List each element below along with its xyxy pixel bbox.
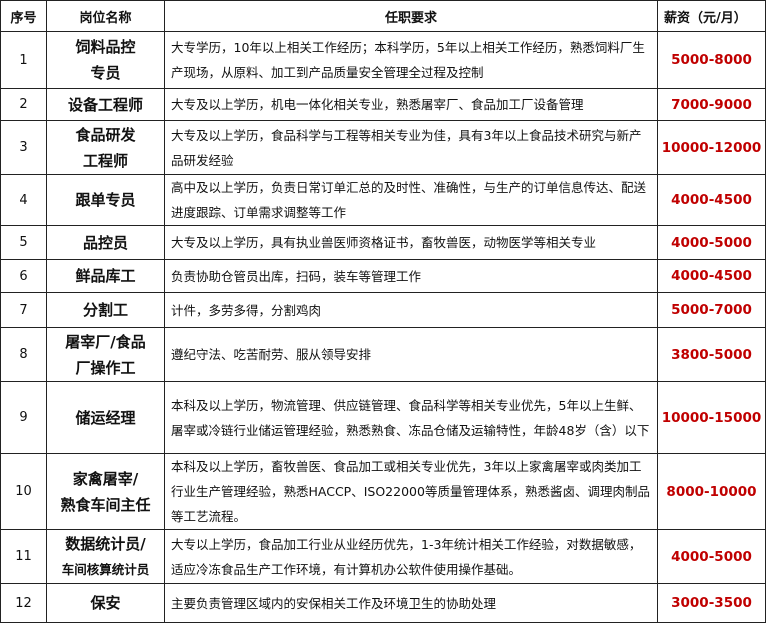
- row-number: 11: [0, 529, 47, 584]
- job-title-line: 工程师: [82, 151, 128, 170]
- job-title-line: 保安: [90, 594, 121, 612]
- row-number: 2: [0, 88, 47, 121]
- job-requirement: 负责协助仓管员出库，扫码，装车等管理工作: [164, 259, 658, 293]
- job-title: 储运经理: [46, 381, 165, 454]
- salary-range: 3800-5000: [657, 327, 766, 382]
- row-number: 10: [0, 453, 47, 530]
- job-title-line: 跟单专员: [75, 191, 136, 209]
- job-title-line: 饲料品控: [75, 38, 136, 56]
- job-requirement: 大专及以上学历，机电一体化相关专业，熟悉屠宰厂、食品加工厂设备管理: [164, 88, 658, 121]
- job-title-line: 家禽屠宰/: [72, 469, 139, 488]
- table-row: 7 分割工 计件，多劳多得，分割鸡肉 5000-7000: [0, 292, 766, 328]
- job-requirement: 大专学历，10年以上相关工作经历；本科学历，5年以上相关工作经历，熟悉饲料厂生产…: [164, 31, 658, 89]
- job-title-line: 设备工程师: [67, 95, 143, 114]
- job-title: 饲料品控 专员: [46, 31, 165, 89]
- table-row: 8 屠宰厂/食品 厂操作工 遵纪守法、吃苦耐劳、服从领导安排 3800-5000: [0, 327, 766, 382]
- table-row: 9 储运经理 本科及以上学历，物流管理、供应链管理、食品科学等相关专业优先，5年以上…: [0, 381, 766, 454]
- job-title-line: 储运经理: [75, 408, 136, 427]
- header-salary: 薪资（元/月）: [657, 0, 766, 32]
- job-title-line: 专员: [90, 64, 121, 82]
- job-requirement: 高中及以上学历，负责日常订单汇总的及时性、准确性，与生产的订单信息传达、配送进度…: [164, 174, 658, 226]
- job-requirement: 大专以上学历，食品加工行业从业经历优先，1-3年统计相关工作经验，对数据敏感，适…: [164, 529, 658, 584]
- table-row: 6 鲜品库工 负责协助仓管员出库，扫码，装车等管理工作 4000-4500: [0, 259, 766, 293]
- job-title: 屠宰厂/食品 厂操作工: [46, 327, 165, 382]
- table-row: 11 数据统计员/车间核算统计员 大专以上学历，食品加工行业从业经历优先，1-3年统…: [0, 529, 766, 584]
- job-requirement: 遵纪守法、吃苦耐劳、服从领导安排: [164, 327, 658, 382]
- table-row: 4 跟单专员 高中及以上学历，负责日常订单汇总的及时性、准确性，与生产的订单信息传达…: [0, 174, 766, 226]
- job-title-line: 车间核算统计员: [61, 561, 150, 577]
- salary-range: 4000-5000: [657, 529, 766, 584]
- job-title: 分割工: [46, 292, 165, 328]
- salary-range: 4000-4500: [657, 259, 766, 293]
- row-number: 8: [0, 327, 47, 382]
- job-title-line: 分割工: [82, 301, 128, 319]
- job-title-line: 熟食车间主任: [60, 495, 151, 514]
- header-title: 岗位名称: [46, 0, 165, 32]
- row-number: 6: [0, 259, 47, 293]
- job-title: 食品研发 工程师: [46, 120, 165, 175]
- header-row: 序号 岗位名称 任职要求 薪资（元/月）: [0, 0, 766, 32]
- salary-range: 8000-10000: [657, 453, 766, 530]
- row-number: 1: [0, 31, 47, 89]
- row-number: 3: [0, 120, 47, 175]
- job-title-line: 厂操作工: [75, 358, 136, 377]
- job-title: 数据统计员/车间核算统计员: [46, 529, 165, 584]
- job-requirement: 本科及以上学历，物流管理、供应链管理、食品科学等相关专业优先，5年以上生鲜、屠宰…: [164, 381, 658, 454]
- table-row: 2 设备工程师 大专及以上学历，机电一体化相关专业，熟悉屠宰厂、食品加工厂设备管理 7…: [0, 88, 766, 121]
- job-requirement: 本科及以上学历，畜牧兽医、食品加工或相关专业优先，3年以上家禽屠宰或肉类加工行业…: [164, 453, 658, 530]
- job-requirement: 计件，多劳多得，分割鸡肉: [164, 292, 658, 328]
- table-row: 1 饲料品控 专员 大专学历，10年以上相关工作经历；本科学历，5年以上相关工作经历，…: [0, 31, 766, 89]
- salary-range: 7000-9000: [657, 88, 766, 121]
- row-number: 4: [0, 174, 47, 226]
- job-title-line: 食品研发: [75, 125, 136, 144]
- job-requirement: 大专及以上学历，食品科学与工程等相关专业为佳，具有3年以上食品技术研究与新产品研…: [164, 120, 658, 175]
- job-requirement: 大专及以上学历，具有执业兽医师资格证书，畜牧兽医，动物医学等相关专业: [164, 225, 658, 260]
- job-title-line: 数据统计员/: [65, 534, 146, 553]
- salary-range: 4000-4500: [657, 174, 766, 226]
- job-title: 家禽屠宰/熟食车间主任: [46, 453, 165, 530]
- job-title: 设备工程师: [46, 88, 165, 121]
- job-title: 保安: [46, 583, 165, 623]
- salary-range: 10000-15000: [657, 381, 766, 454]
- row-number: 5: [0, 225, 47, 260]
- salary-range: 10000-12000: [657, 120, 766, 175]
- table-row: 10 家禽屠宰/熟食车间主任 本科及以上学历，畜牧兽医、食品加工或相关专业优先，3年…: [0, 453, 766, 530]
- job-title-line: 品控员: [82, 233, 128, 252]
- row-number: 12: [0, 583, 47, 623]
- job-title: 鲜品库工: [46, 259, 165, 293]
- table-row: 3 食品研发 工程师 大专及以上学历，食品科学与工程等相关专业为佳，具有3年以上食品技…: [0, 120, 766, 175]
- table-row: 5 品控员 大专及以上学历，具有执业兽医师资格证书，畜牧兽医，动物医学等相关专业 40…: [0, 225, 766, 260]
- job-title-line: 屠宰厂/食品: [65, 332, 146, 351]
- job-requirement: 主要负责管理区域内的安保相关工作及环境卫生的协助处理: [164, 583, 658, 623]
- job-title-line: 鲜品库工: [75, 267, 136, 285]
- salary-range: 5000-7000: [657, 292, 766, 328]
- job-title: 跟单专员: [46, 174, 165, 226]
- header-requirement: 任职要求: [164, 0, 658, 32]
- header-no: 序号: [0, 0, 47, 32]
- salary-range: 3000-3500: [657, 583, 766, 623]
- table-row: 12 保安 主要负责管理区域内的安保相关工作及环境卫生的协助处理 3000-3500: [0, 583, 766, 623]
- salary-range: 4000-5000: [657, 225, 766, 260]
- job-title: 品控员: [46, 225, 165, 260]
- salary-range: 5000-8000: [657, 31, 766, 89]
- row-number: 7: [0, 292, 47, 328]
- row-number: 9: [0, 381, 47, 454]
